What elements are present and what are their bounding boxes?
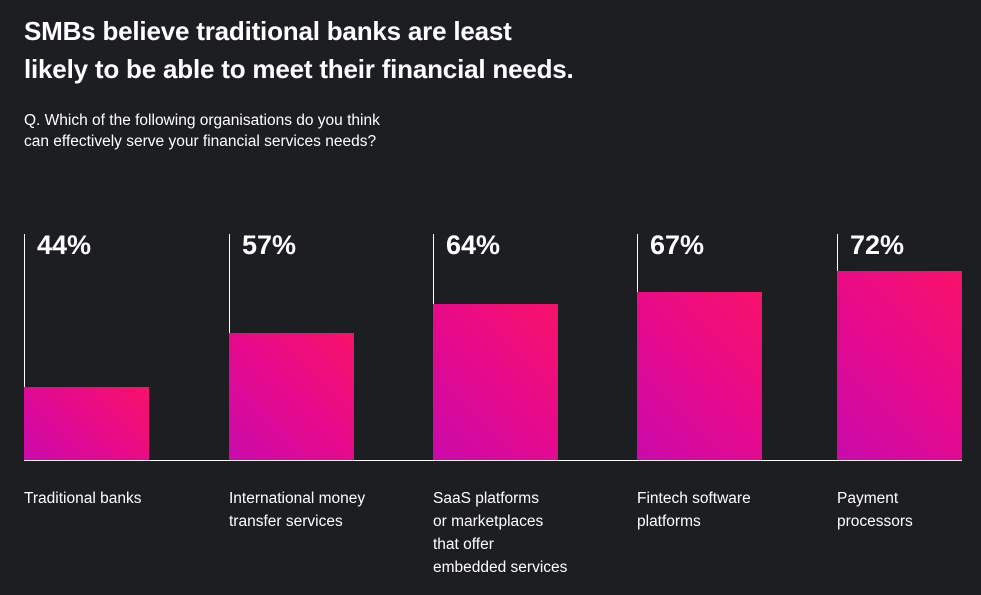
- data-label: 72%: [850, 230, 905, 260]
- bar-4: [637, 291, 762, 460]
- category-label: Payment processors: [837, 487, 981, 533]
- bar-2: [229, 333, 354, 460]
- category-label: International money transfer services: [229, 487, 419, 533]
- bar-guide-line: [24, 234, 25, 460]
- category-label-line: embedded services: [433, 559, 568, 576]
- x-axis-baseline: [24, 460, 962, 461]
- title-line-1: SMBs believe traditional banks are least: [24, 16, 512, 46]
- category-label-line: SaaS platforms: [433, 490, 539, 507]
- category-label: Traditional banks: [24, 487, 214, 510]
- category-label: SaaS platforms or marketplaces that offer e…: [433, 487, 623, 579]
- category-label-line: transfer services: [229, 513, 343, 530]
- title-line-2: likely to be able to meet their financia…: [24, 54, 574, 84]
- chart-title: SMBs believe traditional banks are least…: [24, 12, 574, 88]
- category-label-line: Payment: [837, 490, 899, 507]
- bar-3: [433, 304, 558, 460]
- category-label: Fintech software platforms: [637, 487, 827, 533]
- bar-1: [24, 387, 149, 460]
- bar-5: [837, 271, 962, 460]
- data-label: 64%: [446, 230, 501, 260]
- category-label-line: Fintech software: [637, 490, 751, 507]
- data-label: 67%: [650, 230, 705, 260]
- category-label-line: International money: [229, 490, 366, 507]
- category-label-line: platforms: [637, 513, 701, 530]
- data-label: 57%: [242, 230, 297, 260]
- question-line-2: can effectively serve your financial ser…: [24, 133, 377, 150]
- survey-question: Q. Which of the following organisations …: [24, 110, 444, 152]
- data-label: 44%: [37, 230, 92, 260]
- question-line-1: Q. Which of the following organisations …: [24, 112, 380, 129]
- category-label-line: Traditional banks: [24, 490, 142, 507]
- category-label-line: processors: [837, 513, 913, 530]
- category-label-line: that offer: [433, 536, 494, 553]
- category-label-line: or marketplaces: [433, 513, 544, 530]
